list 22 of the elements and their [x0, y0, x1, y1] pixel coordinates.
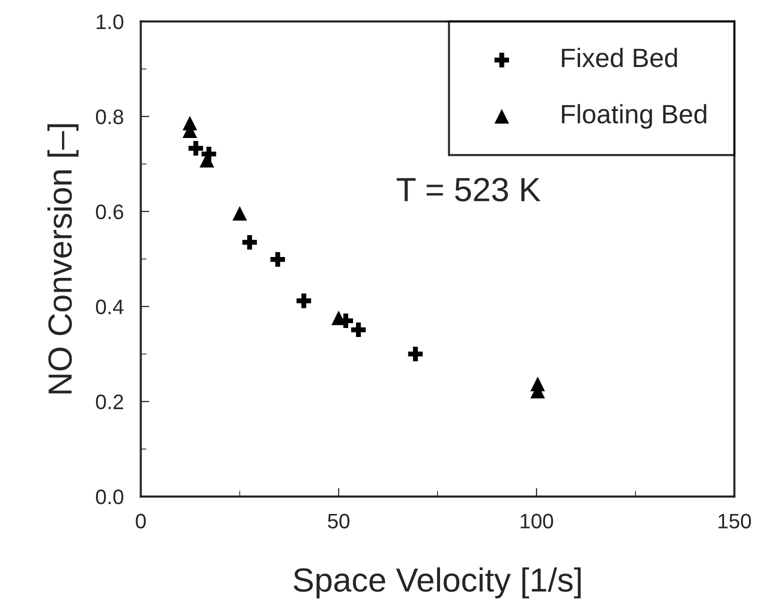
point: [188, 141, 204, 156]
y-tick-label: 1.0: [96, 14, 124, 30]
point: [270, 252, 285, 267]
x-tick-label: 50: [328, 514, 350, 528]
x-tick-label: 150: [718, 514, 751, 528]
y-tick-label: 0.0: [96, 490, 124, 504]
y-axis-title: NO Conversion [–]: [47, 124, 78, 394]
y-tick-label: 0.4: [96, 300, 124, 314]
point: [296, 294, 312, 308]
y-tick-label: 0.2: [96, 394, 124, 410]
x-tick-label: 0: [136, 514, 146, 528]
y-tick-label: 0.6: [96, 204, 124, 220]
x-axis-title: Space Velocity [1/s]: [294, 567, 581, 598]
x-tick-label: 100: [520, 514, 554, 528]
point: [408, 346, 423, 362]
point: [242, 235, 257, 250]
y-tick-label: 0.8: [96, 109, 124, 124]
legend-label: Floating Bed: [562, 104, 706, 129]
point: [351, 322, 366, 338]
point: [232, 206, 247, 221]
annotation: T = 523 K: [396, 178, 541, 202]
legend-label: Fixed Bed: [562, 48, 677, 68]
